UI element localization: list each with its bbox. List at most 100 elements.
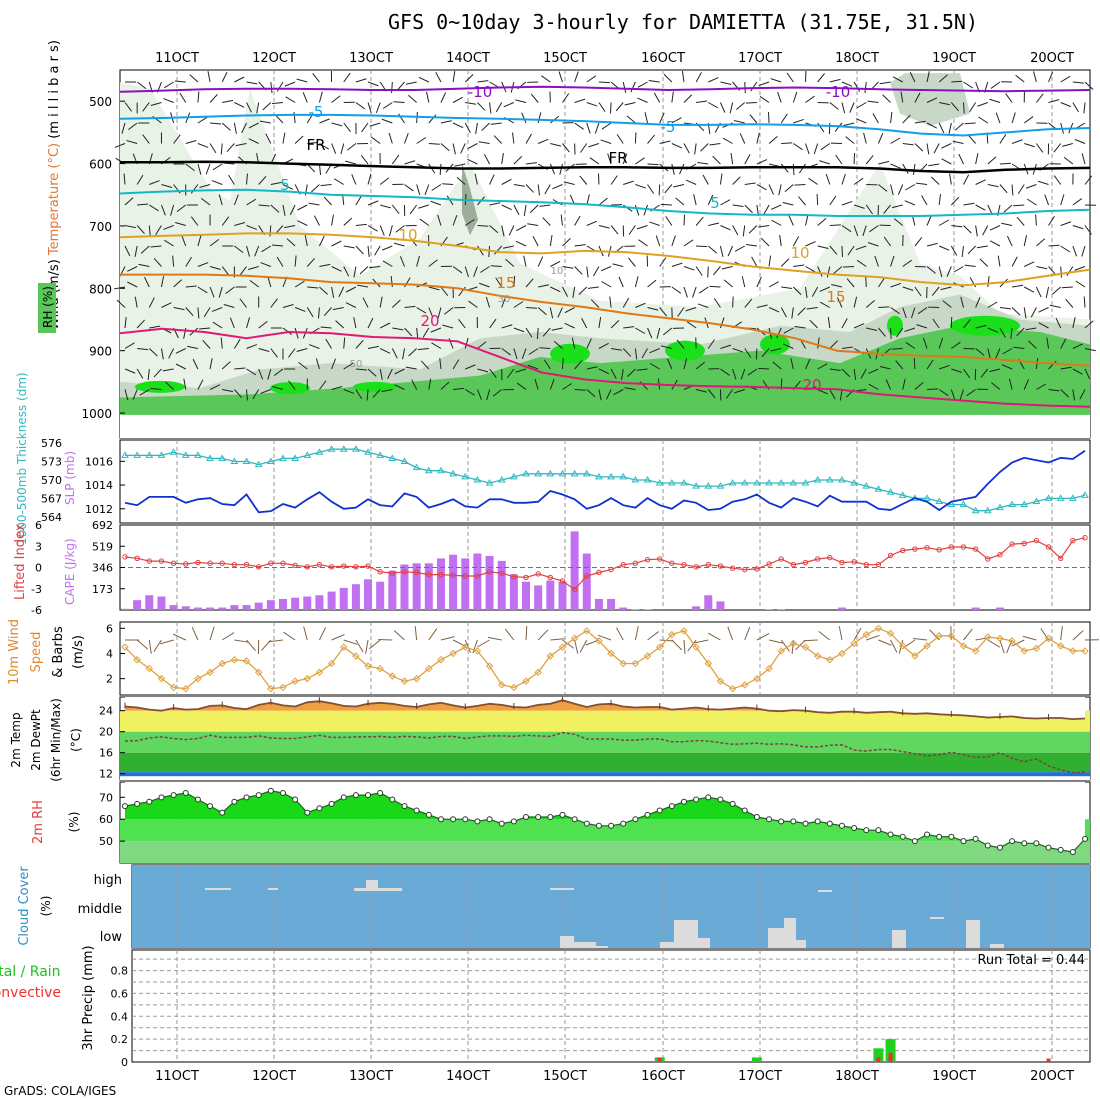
upper-wind-barb (343, 266, 350, 277)
upper-wind-barb (320, 184, 332, 187)
upper-wind-barb (788, 215, 794, 226)
upper-wind-barb (819, 301, 831, 308)
upper-wind-barb (793, 286, 802, 296)
upper-wind-barb (817, 73, 825, 83)
upper-wind-barb (124, 245, 131, 257)
rh2m-point (231, 798, 238, 805)
upper-wind-barb (780, 307, 787, 318)
upper-wind-barb (405, 366, 417, 370)
lifted-index-point (243, 561, 250, 568)
upper-wind-barb (630, 81, 636, 93)
upper-wind-barb (634, 348, 638, 360)
upper-wind-barb (739, 133, 746, 144)
lifted-index-point (669, 560, 675, 566)
upper-wind-barb (696, 100, 708, 103)
upper-wind-barb (258, 320, 268, 329)
upper-wind-barb (841, 81, 853, 87)
upper-wind-barb (160, 276, 165, 288)
cape-bar (266, 600, 275, 610)
isotherm-p5 (119, 188, 1091, 217)
upper-wind-barb (452, 143, 456, 155)
upper-wind-barb (770, 348, 782, 352)
rh2m-point (219, 809, 226, 816)
surface-wind-barb (148, 639, 152, 654)
cloud-level-label: high (94, 873, 122, 888)
lifted-index-point (1082, 535, 1088, 541)
wind-speed-point (741, 681, 749, 689)
upper-wind-barb (490, 122, 502, 125)
upper-wind-barb (360, 155, 369, 165)
upper-wind-barb (221, 361, 231, 370)
upper-wind-barb (770, 204, 782, 210)
upper-wind-barb (634, 132, 637, 144)
upper-wind-barb (865, 300, 876, 308)
lifted-index-point (790, 561, 797, 568)
rh2m-point (668, 803, 675, 810)
upper-wind-barb (685, 307, 697, 312)
upper-wind-barb (835, 154, 843, 165)
precip-convective-bar (888, 1052, 893, 1062)
upper-wind-barb (218, 194, 223, 206)
rh-area-saturated (760, 334, 790, 355)
upper-wind-barb (829, 224, 841, 226)
upper-wind-barb (221, 71, 228, 83)
rh2m-point (510, 818, 517, 825)
upper-wind-barb (355, 339, 364, 349)
thickness-point (813, 475, 822, 483)
upper-wind-barb (211, 307, 223, 312)
upper-wind-barb (199, 184, 211, 189)
upper-wind-barb (921, 195, 928, 206)
wind-speed-point (789, 639, 798, 648)
upper-wind-barb (192, 358, 199, 370)
upper-wind-barb (902, 143, 914, 146)
upper-wind-barb (783, 343, 794, 349)
upper-wind-barb (541, 75, 551, 83)
upper-wind-barb (404, 305, 416, 308)
upper-wind-barb (782, 202, 794, 206)
upper-wind-barb (1026, 198, 1037, 206)
temp-tick-label: 12 (99, 768, 113, 781)
precip-convective-bar (876, 1057, 881, 1062)
thickness-point (121, 451, 129, 458)
upper-wind-barb (501, 204, 512, 211)
thickness-point (789, 479, 798, 486)
upper-wind-barb (867, 100, 879, 103)
thickness-point (1032, 497, 1041, 504)
wind-speed-point (1069, 647, 1077, 655)
wind-speed-point (1044, 634, 1053, 643)
upper-wind-barb (1046, 337, 1050, 349)
cloud-block (596, 946, 608, 948)
cape-bar (546, 580, 555, 610)
upper-wind-barb (331, 95, 341, 103)
upper-wind-barb (267, 368, 272, 380)
rh2m-point (170, 792, 177, 799)
upper-wind-barb (298, 361, 308, 370)
upper-wind-barb (439, 358, 442, 370)
wind-speed-point (133, 656, 141, 664)
thickness-point (534, 469, 543, 477)
upper-wind-barb (549, 307, 554, 319)
upper-wind-barb (179, 92, 187, 103)
upper-wind-barb (452, 71, 456, 83)
upper-wind-barb (369, 122, 381, 127)
cloud-block (796, 940, 806, 948)
upper-wind-barb (476, 389, 482, 400)
upper-wind-barb (607, 153, 612, 165)
upper-wind-barb (246, 102, 252, 113)
upper-wind-barb (393, 242, 405, 247)
upper-wind-barb (574, 215, 581, 226)
upper-wind-barb (865, 204, 873, 215)
wind-speed-point (838, 649, 846, 658)
wind-speed-point (461, 643, 469, 651)
upper-wind-barb (345, 302, 357, 308)
upper-wind-barb (847, 245, 855, 256)
lifted-index-point (450, 572, 456, 578)
thickness-point (461, 472, 470, 480)
upper-wind-barb (932, 318, 940, 329)
cape-bar (643, 609, 652, 610)
upper-wind-barb (1016, 216, 1025, 226)
upper-wind-barb (963, 319, 971, 329)
lifted-index-point (499, 570, 505, 576)
upper-wind-barb (150, 245, 162, 248)
upper-wind-barb (877, 133, 884, 144)
